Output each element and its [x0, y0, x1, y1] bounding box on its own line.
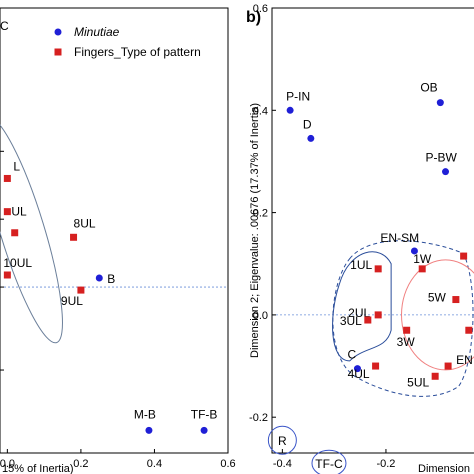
point-label-p-bw: P-BW — [426, 151, 458, 165]
x-tick-label-b: -0.2 — [376, 458, 395, 470]
point-3w — [403, 326, 411, 334]
cluster-outline-solid — [332, 251, 392, 362]
x-tick-label-a: 0.2 — [73, 458, 88, 470]
point-1ul — [374, 265, 382, 273]
point-label-5w: 5W — [428, 291, 447, 305]
point-label-b: B — [107, 272, 115, 286]
point-label-d: D — [303, 117, 312, 131]
point-label-m-b: M-B — [134, 407, 156, 421]
cluster-outline-dashed — [332, 240, 474, 397]
y-tick-label-b: 0.6 — [253, 3, 268, 15]
point-l — [3, 174, 11, 182]
point-b — [95, 274, 103, 282]
plot-frame-a — [0, 7, 229, 454]
cropped-label-c: C — [0, 19, 9, 33]
point-label-2ul: 2UL — [348, 306, 370, 320]
point-p-in — [286, 106, 294, 114]
x-tick-label-a: 0.0 — [0, 458, 15, 470]
point-5w — [452, 296, 460, 304]
y-axis-title-b: Dimension 2; Eigenvalue: .00676 (17.37% … — [249, 103, 261, 358]
point-label-9ul: 9UL — [61, 294, 83, 308]
panel-a: 0.0 0.2 0.4 0.6 15% of Inertia) C Minutiae Fing… — [0, 7, 236, 474]
point-label-r: R — [278, 434, 287, 448]
point-label-p-in: P-IN — [286, 89, 310, 103]
legend-marker-circle — [54, 28, 62, 36]
y-tick-label-b: 0.0 — [253, 310, 268, 322]
ring-tf-c — [311, 449, 347, 474]
point-label-10ul: 10UL — [3, 256, 32, 270]
point-label-ul: UL — [11, 205, 27, 219]
point-en — [444, 362, 452, 370]
legend-marker-square — [54, 48, 62, 56]
x-axis-title-a: 15% of Inertia) — [2, 463, 74, 474]
cluster-ellipse-red — [401, 259, 474, 371]
panel-label-b: b) — [246, 9, 261, 26]
point-label-4ul: 4UL — [348, 367, 370, 381]
point-label-c: C — [347, 348, 356, 362]
point-unlabeled — [460, 252, 468, 260]
point-p-bw — [442, 168, 450, 176]
point-tf-b — [200, 426, 208, 434]
panel-b: b) -0.2 0.0 0.2 0.4 0.6 -0.4 -0.2 Dimension Dimen… — [246, 3, 474, 474]
point-9ul — [77, 286, 85, 294]
legend-entry-minutiae: Minutiae — [74, 25, 120, 39]
plot-frame-b — [271, 7, 474, 454]
point-label-en-sm: EN-SM — [380, 231, 419, 245]
y-tick-label-b: 0.2 — [253, 208, 268, 220]
cluster-ellipse-a — [0, 116, 63, 344]
point-m-b — [145, 426, 153, 434]
point-8ul — [70, 233, 78, 241]
ring-r — [267, 425, 297, 455]
point-ul — [3, 208, 11, 216]
point-2ul — [374, 311, 382, 319]
point-1w — [418, 265, 426, 273]
point-en-sm — [410, 247, 418, 255]
x-tick-label-a: 0.6 — [220, 458, 235, 470]
point-label-8ul: 8UL — [74, 216, 96, 230]
point-label-3ul: 3UL — [340, 314, 362, 328]
point-label-en: EN — [456, 353, 473, 367]
point-label-3w: 3W — [397, 335, 416, 349]
point-unlabeled — [11, 229, 19, 237]
point-5ul — [431, 372, 439, 380]
point-4ul — [372, 362, 380, 370]
point-4 — [465, 326, 473, 334]
point-label-1ul: 1UL — [350, 258, 372, 272]
x-tick-label-b: -0.4 — [273, 458, 292, 470]
point-d — [307, 134, 315, 142]
point-label-ob: OB — [420, 81, 437, 95]
y-tick-label-b: 0.4 — [253, 105, 268, 117]
legend-a: Minutiae Fingers_Type of pattern — [54, 25, 201, 59]
point-ob — [436, 99, 444, 107]
legend-entry-fingers-type-of-pattern: Fingers_Type of pattern — [74, 45, 201, 59]
y-tick-label-b: -0.2 — [249, 412, 268, 424]
point-c — [353, 365, 361, 373]
point-label-l: L — [13, 159, 20, 173]
x-axis-title-b: Dimension — [418, 463, 470, 474]
point-label-tf-c: TF-C — [315, 457, 343, 471]
point-label-1w: 1W — [413, 252, 432, 266]
point-10ul — [3, 271, 11, 279]
point-label-5ul: 5UL — [407, 375, 429, 389]
x-tick-label-a: 0.4 — [147, 458, 162, 470]
point-3ul — [364, 316, 372, 324]
point-label-tf-b: TF-B — [191, 407, 218, 421]
